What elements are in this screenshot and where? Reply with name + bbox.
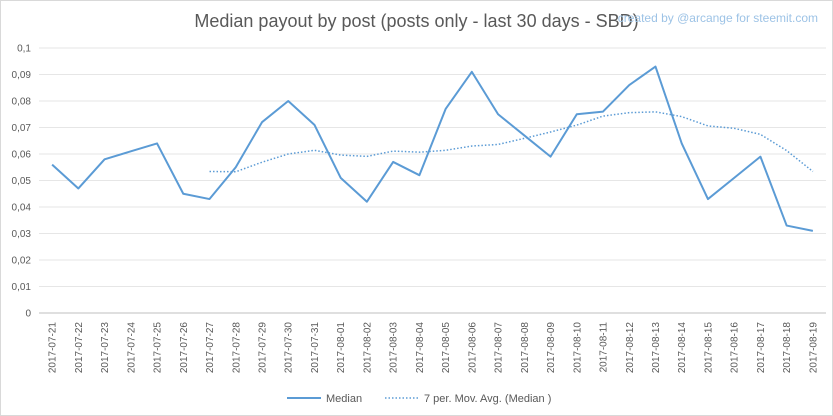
x-tick-label: 2017-08-18 <box>782 322 793 374</box>
x-tick-label: 2017-07-28 <box>231 322 242 374</box>
y-tick-label: 0,06 <box>12 150 32 161</box>
x-tick-label: 2017-08-17 <box>756 322 767 374</box>
x-axis-ticks: 2017-07-21 2017-07-22 2017-07-23 2017-07-24… <box>48 322 820 374</box>
legend: Median 7 per. Mov. Avg. (Median ) <box>287 393 551 405</box>
y-axis-ticks: 0 0,01 0,02 0,03 0,04 0,05 0,06 0,07 0,08 0,09 0,1 <box>12 44 32 320</box>
y-tick-label: 0,1 <box>17 44 31 55</box>
x-tick-label: 2017-08-02 <box>362 322 373 374</box>
y-tick-label: 0,04 <box>12 203 32 214</box>
x-tick-label: 2017-08-05 <box>441 322 452 374</box>
x-tick-label: 2017-08-06 <box>467 322 478 374</box>
y-tick-label: 0,09 <box>12 70 32 81</box>
x-tick-label: 2017-08-03 <box>389 322 400 374</box>
y-tick-label: 0,05 <box>12 176 32 187</box>
moving-average-line <box>209 111 814 173</box>
x-tick-label: 2017-08-07 <box>494 322 505 374</box>
chart-title: Median payout by post (posts only - last… <box>194 11 639 31</box>
y-tick-label: 0,08 <box>12 97 32 108</box>
x-tick-label: 2017-07-23 <box>100 322 111 374</box>
x-tick-label: 2017-08-08 <box>520 322 531 374</box>
x-tick-label: 2017-08-19 <box>808 322 819 374</box>
x-tick-label: 2017-07-27 <box>205 322 216 374</box>
x-tick-label: 2017-08-12 <box>625 322 636 374</box>
x-tick-label: 2017-07-29 <box>257 322 268 374</box>
y-tick-label: 0,01 <box>12 282 32 293</box>
x-tick-label: 2017-08-13 <box>651 322 662 374</box>
x-tick-label: 2017-07-21 <box>48 322 59 374</box>
median-line <box>51 65 814 232</box>
x-tick-label: 2017-07-24 <box>126 322 137 374</box>
x-tick-label: 2017-08-11 <box>599 322 610 373</box>
x-tick-label: 2017-08-04 <box>415 322 426 374</box>
y-tick-label: 0,02 <box>12 256 32 267</box>
x-tick-label: 2017-08-16 <box>730 322 741 374</box>
x-tick-label: 2017-08-09 <box>546 322 557 374</box>
gridlines <box>39 47 826 314</box>
y-tick-label: 0 <box>25 309 31 320</box>
y-tick-label: 0,07 <box>12 123 32 134</box>
x-tick-label: 2017-07-26 <box>179 322 190 374</box>
x-tick-label: 2017-08-15 <box>703 322 714 374</box>
legend-avg-label: 7 per. Mov. Avg. (Median ) <box>424 393 551 405</box>
x-tick-label: 2017-08-10 <box>572 322 583 374</box>
x-tick-label: 2017-08-01 <box>336 322 347 374</box>
x-tick-label: 2017-07-30 <box>284 322 295 374</box>
x-tick-label: 2017-07-22 <box>74 322 85 374</box>
legend-median-label: Median <box>326 393 362 405</box>
y-tick-label: 0,03 <box>12 229 32 240</box>
series-lines <box>51 65 814 232</box>
x-tick-label: 2017-07-31 <box>310 322 321 374</box>
x-tick-label: 2017-08-14 <box>677 322 688 374</box>
x-tick-label: 2017-07-25 <box>153 322 164 374</box>
credit-text: created by @arcange for steemit.com <box>617 11 818 25</box>
